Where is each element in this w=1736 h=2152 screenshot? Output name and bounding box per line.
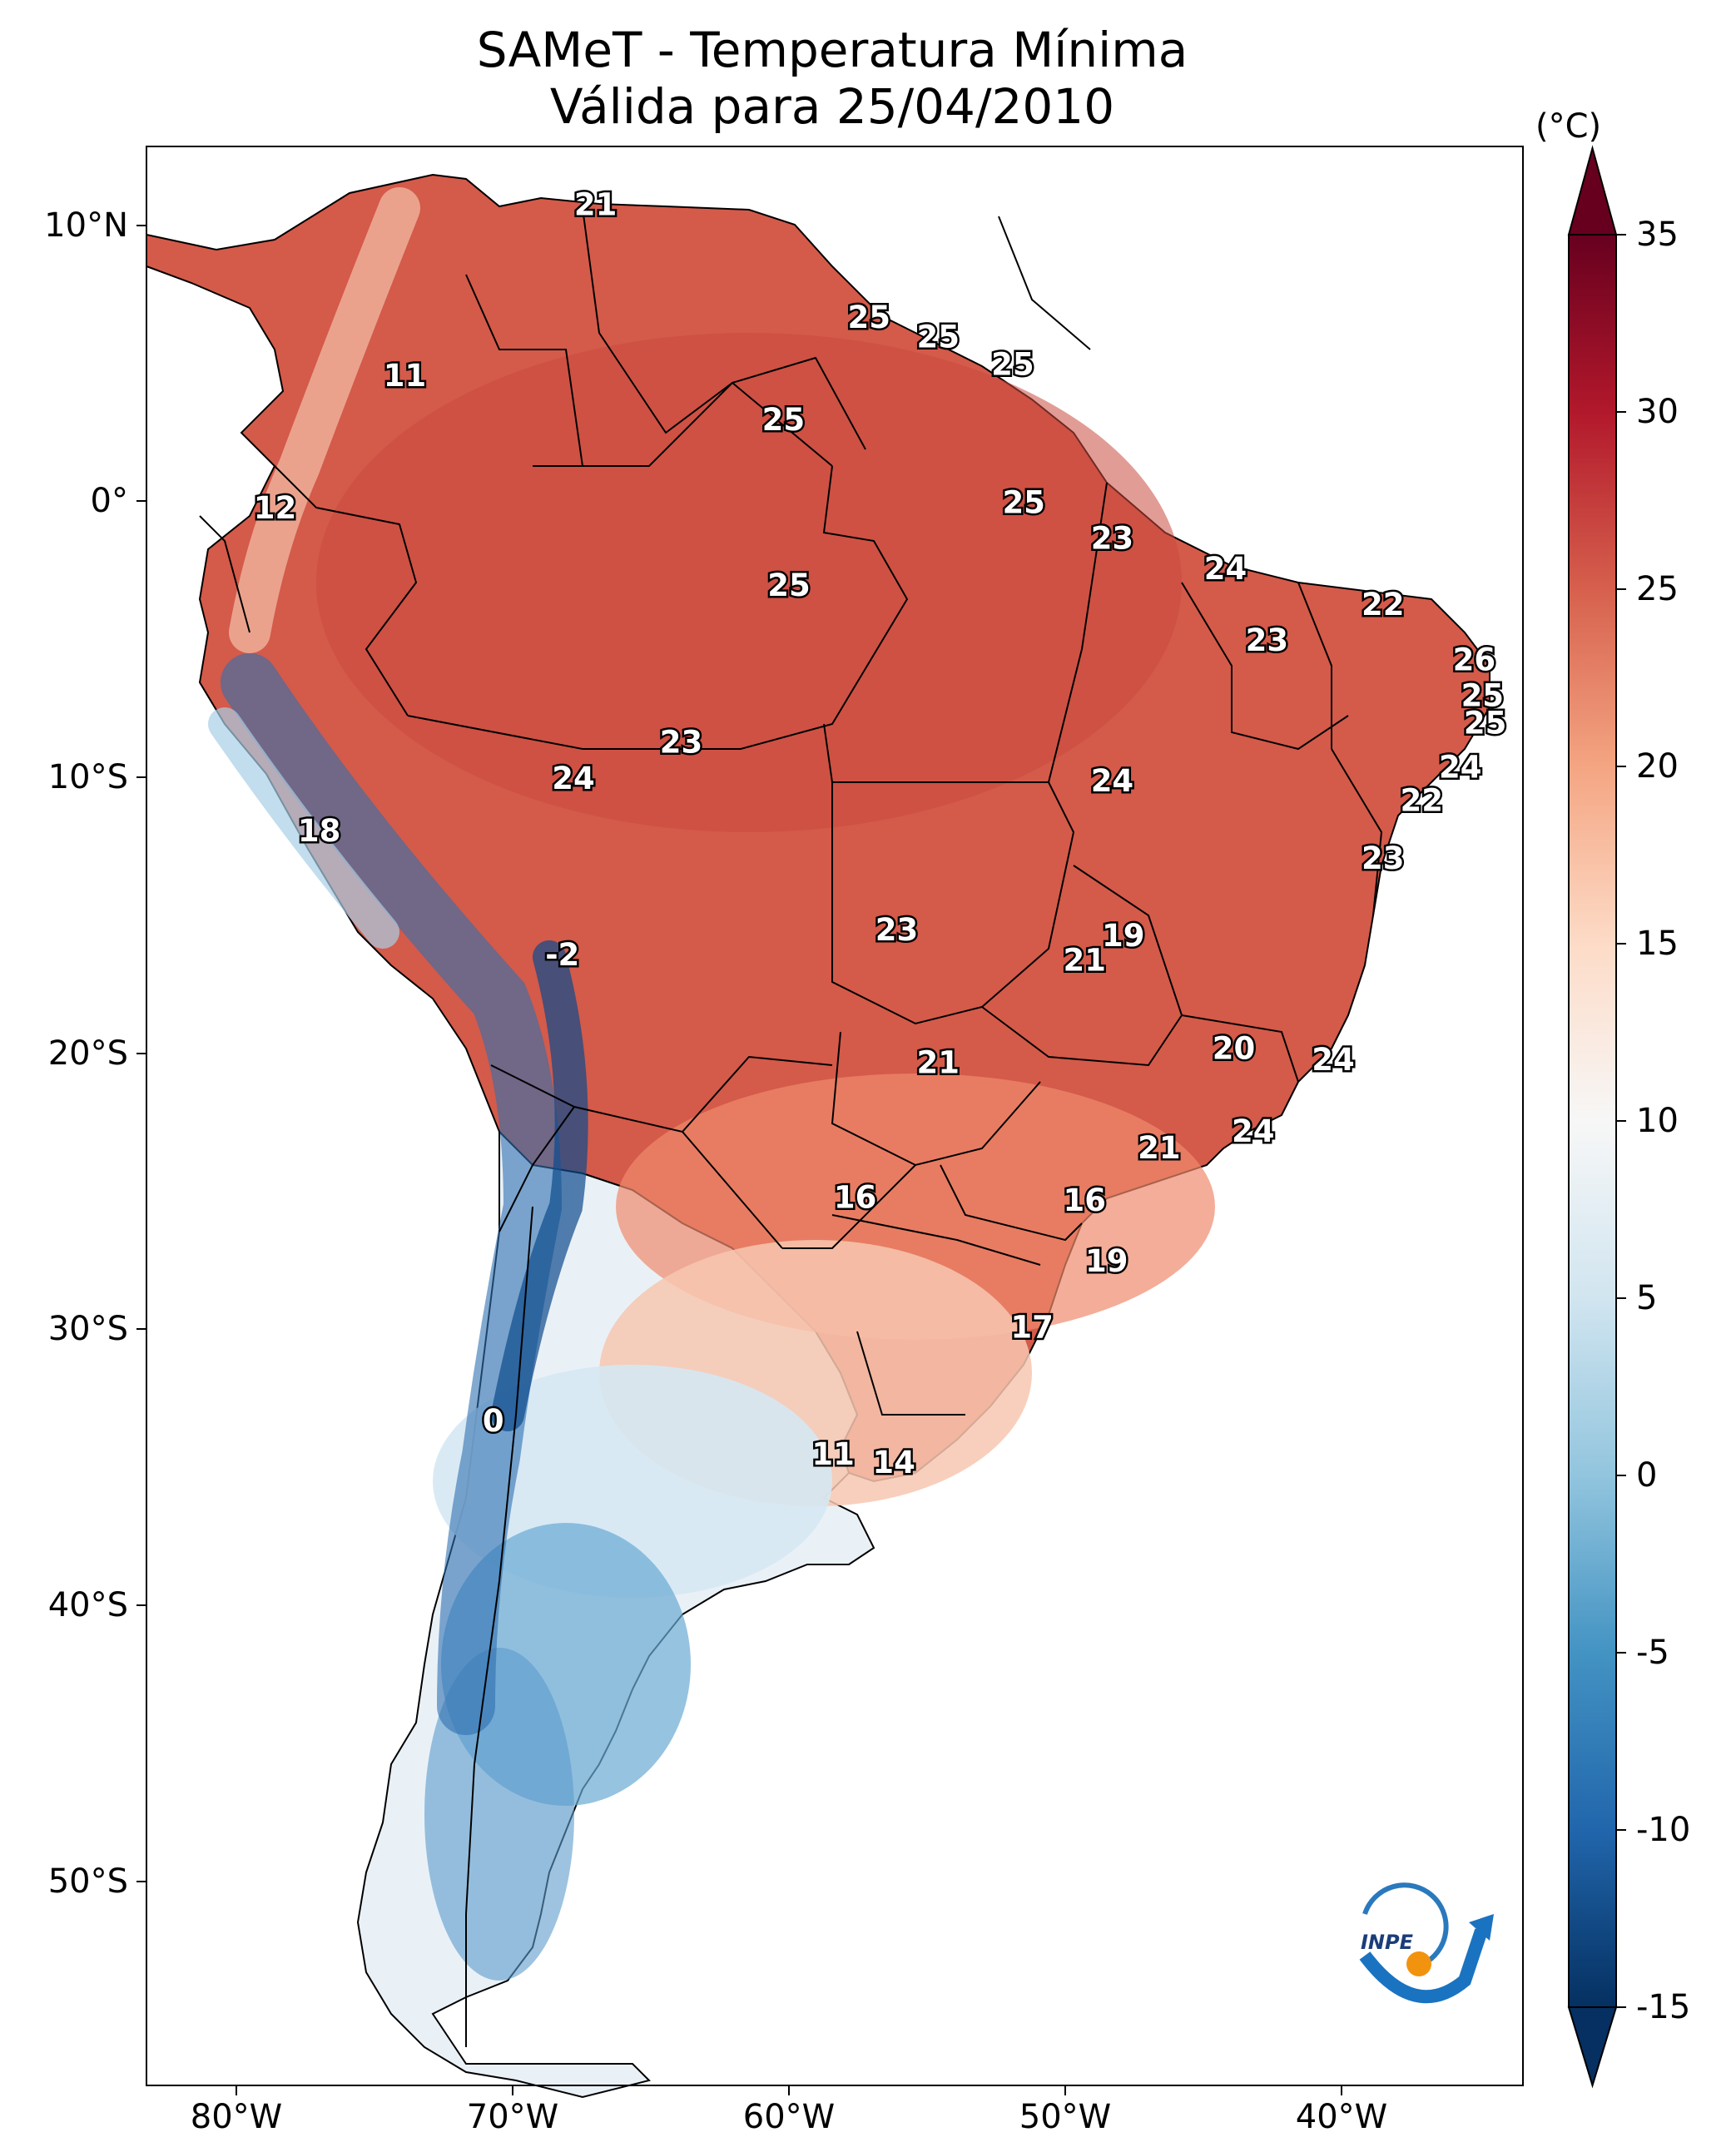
lon-label-50w: 50°W <box>1019 2098 1112 2136</box>
lat-label-30s: 30°S <box>47 1310 128 1348</box>
colorbar-label-minus10: -10 <box>1636 1811 1691 1849</box>
station-value: 0 <box>483 1403 504 1439</box>
station-value: 24 <box>1204 551 1247 587</box>
station-value: 19 <box>1102 918 1145 954</box>
colorbar-extend-bottom <box>1567 2006 1618 2089</box>
station-value: 19 <box>1085 1243 1128 1279</box>
station-value: 14 <box>872 1445 915 1480</box>
station-value: 25 <box>1464 706 1507 741</box>
station-value: 24 <box>1232 1113 1275 1149</box>
colorbar-label-5: 5 <box>1636 1279 1658 1317</box>
colorbar-ticks <box>1616 234 1626 2008</box>
map-title: SAMeT - Temperatura Mínima <box>476 22 1188 78</box>
colorbar <box>1567 145 1626 2089</box>
lat-ticks <box>136 225 146 1882</box>
colorbar-label-0: 0 <box>1636 1456 1658 1495</box>
station-value: 21 <box>917 1044 960 1080</box>
lat-label-50s: 50°S <box>47 1862 128 1901</box>
colorbar-label-minus15: -15 <box>1636 1988 1691 2026</box>
station-value: 17 <box>1010 1310 1054 1346</box>
colorbar-label-10: 10 <box>1636 1102 1679 1140</box>
lat-label-0: 0° <box>90 482 128 520</box>
station-value: 25 <box>767 568 811 603</box>
inpe-logo: INPE <box>1359 1882 1494 2004</box>
colorbar-extend-top <box>1567 145 1618 236</box>
lon-label-70w: 70°W <box>466 2098 559 2136</box>
station-value: 25 <box>991 347 1034 383</box>
colorbar-label-30: 30 <box>1636 393 1679 431</box>
station-value: 21 <box>574 186 618 222</box>
inpe-logo-text: INPE <box>1361 1931 1414 1954</box>
station-value: 11 <box>811 1436 855 1472</box>
colorbar-unit: (°C) <box>1535 107 1602 146</box>
colorbar-gradient <box>1568 234 1617 2008</box>
colorbar-label-minus5: -5 <box>1636 1634 1669 1672</box>
station-value: 18 <box>298 813 341 849</box>
lon-label-60w: 60°W <box>742 2098 836 2136</box>
station-value: 20 <box>1213 1031 1256 1067</box>
station-value: 23 <box>875 912 919 948</box>
station-value: 16 <box>1063 1183 1106 1218</box>
station-value: 22 <box>1362 587 1405 622</box>
station-value: 11 <box>384 358 427 394</box>
station-value: 25 <box>917 319 960 355</box>
andes-north-cool <box>229 187 420 653</box>
station-value: 12 <box>254 490 297 526</box>
lon-label-80w: 80°W <box>190 2098 283 2136</box>
station-value: -2 <box>545 937 579 973</box>
station-value: 26 <box>1453 642 1496 677</box>
station-value: 24 <box>1091 763 1134 799</box>
lat-label-40s: 40°S <box>47 1586 128 1624</box>
station-value: 21 <box>1138 1130 1181 1166</box>
station-value: 25 <box>762 402 806 438</box>
station-value: 23 <box>1091 520 1134 556</box>
station-value: 21 <box>1063 943 1106 979</box>
map-frame <box>146 146 1524 2086</box>
station-value: 23 <box>1246 622 1289 658</box>
political-boundaries <box>199 207 1383 2047</box>
colorbar-label-20: 20 <box>1636 747 1679 786</box>
station-value: 24 <box>552 761 595 796</box>
lon-label-40w: 40°W <box>1295 2098 1388 2136</box>
station-value: 24 <box>1312 1042 1355 1078</box>
lat-label-10n: 10°N <box>44 206 128 245</box>
lat-label-10s: 10°S <box>47 758 128 796</box>
andes-cold-band <box>221 653 563 1735</box>
colorbar-label-15: 15 <box>1636 925 1679 963</box>
colorbar-label-35: 35 <box>1636 216 1679 254</box>
lat-label-20s: 20°S <box>47 1034 128 1073</box>
atacama-coast <box>208 707 399 949</box>
colorbar-label-25: 25 <box>1636 570 1679 608</box>
station-value: 25 <box>1002 484 1045 520</box>
lon-ticks <box>236 2085 1342 2095</box>
station-value: 25 <box>1461 677 1505 713</box>
map-subtitle: Válida para 25/04/2010 <box>549 78 1115 135</box>
warm-core-amazon <box>316 333 1182 832</box>
andes-coldest <box>491 940 588 1431</box>
station-value: 23 <box>660 725 703 761</box>
station-value: 16 <box>834 1180 877 1216</box>
station-value: 25 <box>848 300 891 335</box>
station-value: 23 <box>1362 840 1405 876</box>
station-value: 24 <box>1439 750 1482 786</box>
station-value: 22 <box>1401 782 1444 818</box>
